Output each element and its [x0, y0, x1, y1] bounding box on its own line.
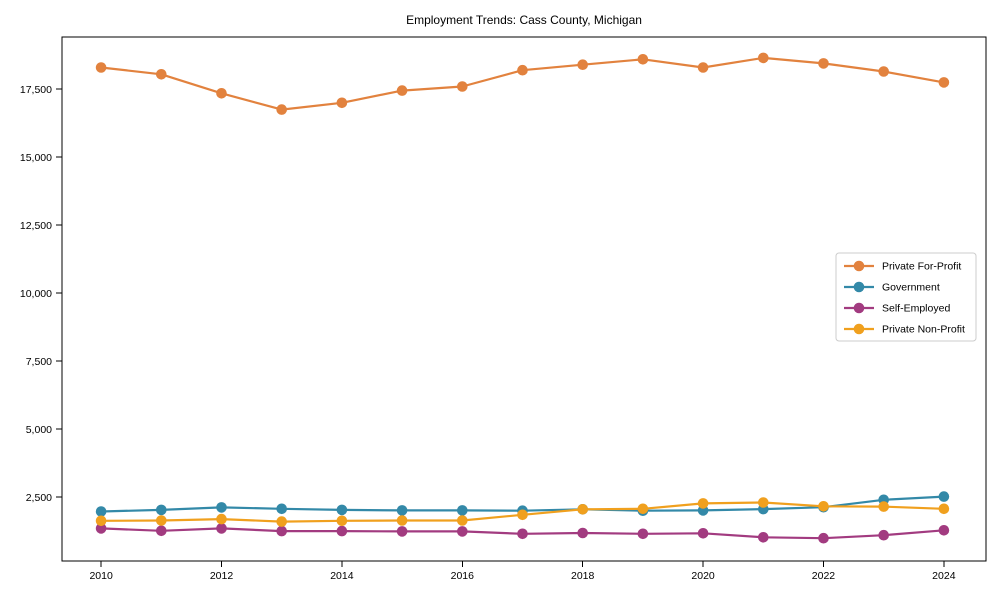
legend-marker [853, 260, 865, 272]
series-layer [95, 52, 950, 544]
data-point-self-employed [758, 532, 769, 543]
data-point-private-non-profit [95, 515, 107, 527]
data-point-self-employed [818, 532, 829, 544]
y-tick-label: 10,000 [20, 288, 52, 300]
legend-marker [853, 281, 865, 293]
legend: Private For-Profit Government Self-Employe… [835, 252, 977, 342]
data-point-private-non-profit [276, 516, 288, 527]
data-point-self-employed [697, 528, 709, 539]
data-point-private-non-profit [818, 501, 829, 512]
legend-marker [853, 302, 865, 314]
legend-box [835, 252, 977, 342]
data-point-self-employed [336, 525, 348, 537]
data-point-private-for-profit [95, 62, 107, 73]
x-tick-label: 2022 [812, 570, 836, 582]
legend-label: Government [882, 282, 940, 294]
data-point-government [396, 505, 408, 516]
data-point-private-for-profit [758, 52, 769, 64]
x-tick-label: 2020 [691, 570, 715, 582]
y-axis-ticks: 2,500 5,000 7,500 10,000 12,500 15,000 17,500 [20, 84, 62, 504]
data-point-self-employed [878, 529, 889, 541]
data-point-self-employed [637, 528, 649, 540]
x-axis-ticks: 2010 2012 2014 2016 2018 2020 2022 2024 [89, 561, 956, 582]
x-tick-label: 2014 [330, 570, 354, 582]
legend-label: Self-Employed [882, 303, 950, 315]
data-point-private-non-profit [938, 503, 950, 515]
y-tick-label: 2,500 [26, 492, 52, 504]
data-point-government [336, 504, 348, 516]
data-point-private-non-profit [396, 515, 408, 526]
data-point-government [938, 491, 950, 502]
data-point-private-for-profit [818, 58, 829, 69]
y-tick-label: 5,000 [26, 424, 52, 436]
data-point-private-non-profit [878, 501, 889, 512]
data-point-private-for-profit [216, 88, 227, 99]
data-point-private-for-profit [938, 77, 950, 88]
data-point-private-for-profit [517, 64, 528, 76]
x-tick-label: 2016 [451, 570, 475, 582]
x-tick-label: 2012 [210, 570, 234, 582]
plot-area-border [61, 36, 987, 562]
y-tick-label: 17,500 [20, 84, 52, 96]
y-tick-label: 7,500 [26, 356, 52, 368]
y-tick-label: 15,000 [20, 152, 52, 164]
data-point-self-employed [396, 526, 408, 537]
data-point-private-non-profit [577, 504, 588, 515]
data-point-private-for-profit [336, 97, 348, 109]
data-point-self-employed [276, 525, 288, 537]
data-point-private-non-profit [517, 509, 528, 521]
data-point-self-employed [457, 526, 468, 537]
legend-label: Private Non-Profit [882, 324, 965, 336]
legend-marker [853, 323, 865, 335]
y-tick-label: 12,500 [20, 220, 52, 232]
data-point-self-employed [938, 525, 950, 536]
data-point-private-for-profit [697, 62, 709, 73]
x-tick-label: 2024 [932, 570, 956, 582]
data-point-private-for-profit [276, 104, 288, 115]
data-point-self-employed [517, 528, 528, 540]
data-point-private-for-profit [577, 59, 588, 70]
data-point-private-non-profit [637, 503, 649, 515]
data-point-private-non-profit [457, 515, 468, 526]
data-point-private-non-profit [216, 513, 227, 525]
x-tick-label: 2018 [571, 570, 595, 582]
data-point-government [216, 502, 227, 513]
data-point-self-employed [156, 525, 167, 537]
data-point-private-for-profit [637, 54, 649, 65]
data-point-government [276, 503, 288, 515]
data-point-government [156, 504, 167, 516]
data-point-private-non-profit [758, 497, 769, 508]
data-point-government [95, 506, 107, 517]
data-point-private-for-profit [457, 81, 468, 92]
data-point-private-for-profit [396, 85, 408, 96]
chart-title: Employment Trends: Cass County, Michigan [406, 13, 642, 27]
data-point-self-employed [95, 523, 107, 534]
data-point-self-employed [577, 527, 588, 539]
data-point-private-non-profit [336, 515, 348, 527]
data-point-private-for-profit [156, 69, 167, 80]
data-point-private-non-profit [697, 498, 709, 509]
data-point-self-employed [216, 523, 227, 534]
legend-label: Private For-Profit [882, 261, 961, 273]
data-point-government [457, 505, 468, 516]
x-tick-label: 2010 [89, 570, 113, 582]
data-point-private-non-profit [156, 515, 167, 526]
data-point-private-for-profit [878, 66, 889, 77]
